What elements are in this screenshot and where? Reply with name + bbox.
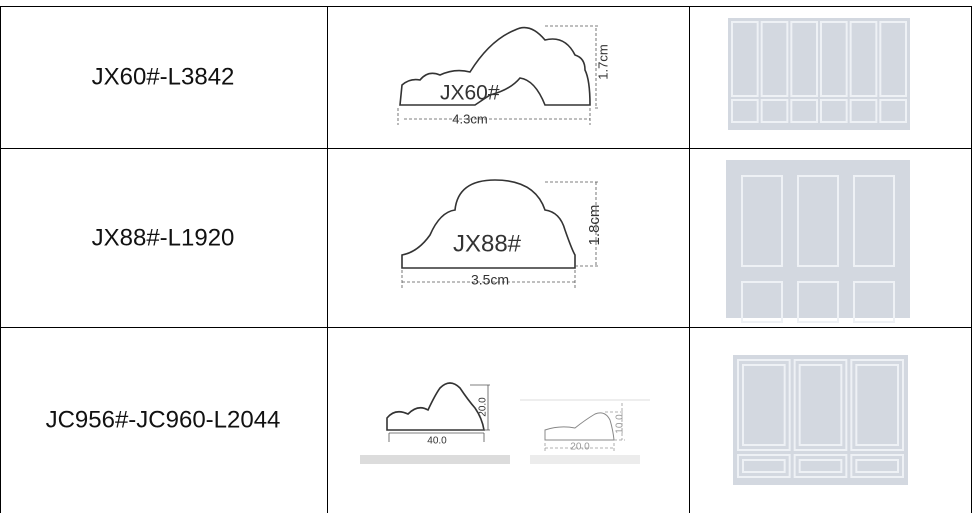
panel-molding [737,359,791,451]
profile-height: 10.0 [615,414,626,434]
panel-molding [742,364,786,446]
panel-molding [737,454,791,478]
panel-molding [790,99,818,123]
profile-width: 20.0 [570,442,590,453]
panel-molding [853,281,895,323]
panel-molding [731,99,759,123]
panel-molding [849,21,878,97]
wall-panel-image [726,160,910,323]
profile-width: 40.0 [427,436,447,447]
profile-height: 20.0 [478,397,489,417]
wall-panel-image [728,18,910,130]
profile-name: JX88# [453,230,522,257]
table-grid [0,6,972,513]
panel-molding [741,175,783,267]
panel-molding [850,359,904,451]
profile-drawing: JX88# 3.5cm 1.8cm [401,179,603,288]
spec-strip [530,455,640,464]
panel-molding [849,99,878,123]
panel-molding [793,454,848,478]
panel-molding [855,459,899,473]
profile-width: 4.3cm [452,111,487,126]
panel-molding [853,175,895,267]
panel-molding [797,281,839,323]
panel-molding [879,21,907,97]
profile-width: 3.5cm [471,272,509,288]
panel-molding [731,21,759,97]
profile-drawing: JX60# 4.3cm 1.7cm [397,25,610,126]
profile-drawing: 20.0 10.0 [520,399,650,464]
panel-molding [742,459,786,473]
panel-molding [797,175,839,267]
panel-molding [820,99,848,123]
spec-strip [360,455,510,464]
product-code: JC956#-JC960-L2044 [46,406,281,433]
product-code: JX60#-L3842 [92,63,235,90]
panel-molding [798,364,843,446]
profile-height: 1.7cm [595,44,610,79]
panel-molding [760,99,789,123]
panel-molding [760,21,789,97]
panel-molding [790,21,818,97]
profile-drawing: 40.0 20.0 [360,382,510,464]
panel-molding [850,454,904,478]
wall-panel-image [733,355,908,485]
panel-molding [793,359,848,451]
profile-height: 1.8cm [586,205,603,246]
panel-molding [820,21,848,97]
panel-molding [798,459,843,473]
panel-molding [879,99,907,123]
panel-molding [741,281,783,323]
product-code: JX88#-L1920 [92,224,235,251]
profile-name: JX60# [440,82,500,105]
panel-molding [855,364,899,446]
